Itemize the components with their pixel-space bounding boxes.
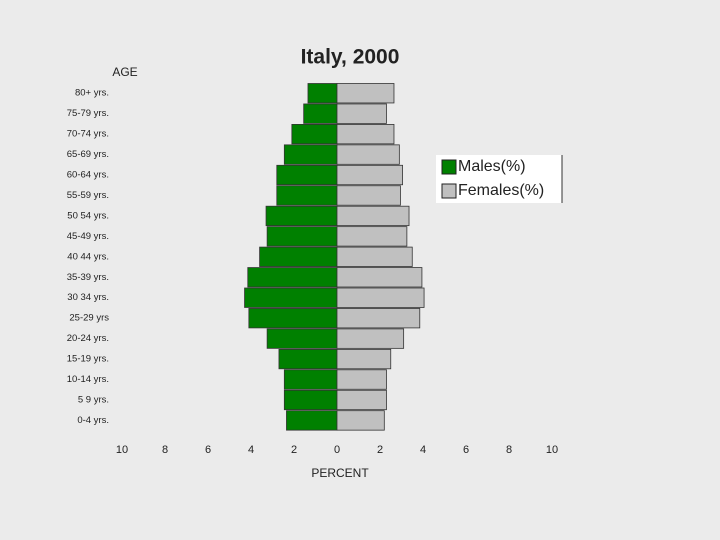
- bar: [336, 287, 425, 308]
- bar: [276, 164, 338, 186]
- bar: [248, 308, 338, 329]
- legend-swatch: [441, 159, 457, 175]
- bar: [283, 389, 338, 411]
- bar: [336, 308, 421, 329]
- y-tick-label: 15-19 yrs.: [67, 354, 109, 365]
- x-tick-label: 6: [205, 444, 211, 456]
- bar: [283, 144, 338, 165]
- bar: [336, 348, 392, 370]
- bar: [336, 267, 423, 288]
- bar: [278, 348, 338, 370]
- y-tick-label: 0-4 yrs.: [77, 415, 109, 426]
- y-tick-label: 30 34 yrs.: [67, 292, 109, 303]
- bar: [336, 226, 408, 247]
- x-tick-label: 8: [162, 444, 168, 456]
- y-tick-label: 40 44 yrs.: [67, 251, 109, 262]
- x-tick-label: 8: [506, 444, 512, 456]
- bar: [307, 83, 338, 104]
- bar: [336, 83, 395, 104]
- x-tick-label: 2: [377, 444, 383, 456]
- x-tick-label: 4: [420, 444, 426, 456]
- bar: [266, 226, 338, 247]
- y-tick-label: 70-74 yrs.: [67, 129, 109, 140]
- bar: [286, 410, 338, 431]
- bar: [336, 144, 400, 165]
- x-tick-label: 2: [291, 444, 297, 456]
- bar: [259, 246, 338, 267]
- x-tick-label: 10: [546, 444, 558, 456]
- legend-swatch: [441, 183, 457, 199]
- y-axis-label: AGE: [112, 65, 137, 79]
- legend-label: Males(%): [458, 158, 526, 175]
- bar: [336, 328, 405, 349]
- y-tick-label: 75-79 yrs.: [67, 108, 109, 119]
- legend-label: Females(%): [458, 182, 544, 199]
- bar: [336, 369, 387, 390]
- bar: [336, 124, 395, 145]
- bar: [336, 164, 403, 186]
- bar: [336, 205, 410, 227]
- bar: [336, 246, 413, 267]
- x-tick-label: 0: [334, 444, 340, 456]
- bar: [303, 103, 338, 124]
- y-tick-label: 65-69 yrs.: [67, 149, 109, 160]
- y-tick-label: 55-59 yrs.: [67, 190, 109, 201]
- y-tick-label: 10-14 yrs.: [67, 374, 109, 385]
- y-tick-label: 60-64 yrs.: [67, 170, 109, 181]
- y-tick-label: 5 9 yrs.: [78, 394, 109, 405]
- bar: [244, 287, 338, 308]
- bar: [336, 103, 387, 124]
- bar: [247, 267, 338, 288]
- y-tick-label: 35-39 yrs.: [67, 272, 109, 283]
- bar: [276, 185, 338, 206]
- y-tick-label: 45-49 yrs.: [67, 231, 109, 242]
- x-tick-label: 10: [116, 444, 128, 456]
- chart-title: Italy, 2000: [301, 46, 400, 69]
- bar: [266, 328, 338, 349]
- bar: [336, 389, 387, 411]
- x-axis-label: PERCENT: [311, 466, 369, 480]
- x-tick-label: 4: [248, 444, 254, 456]
- y-tick-label: 80+ yrs.: [75, 88, 109, 99]
- bar: [336, 185, 401, 206]
- y-tick-label: 50 54 yrs.: [67, 210, 109, 221]
- y-tick-label: 25-29 yrs: [69, 313, 109, 324]
- y-tick-label: 20-24 yrs.: [67, 333, 109, 344]
- bar: [265, 205, 338, 227]
- bar: [336, 410, 385, 431]
- x-tick-label: 6: [463, 444, 469, 456]
- bar: [291, 124, 338, 145]
- legend-box: [436, 155, 562, 203]
- bar: [283, 369, 338, 390]
